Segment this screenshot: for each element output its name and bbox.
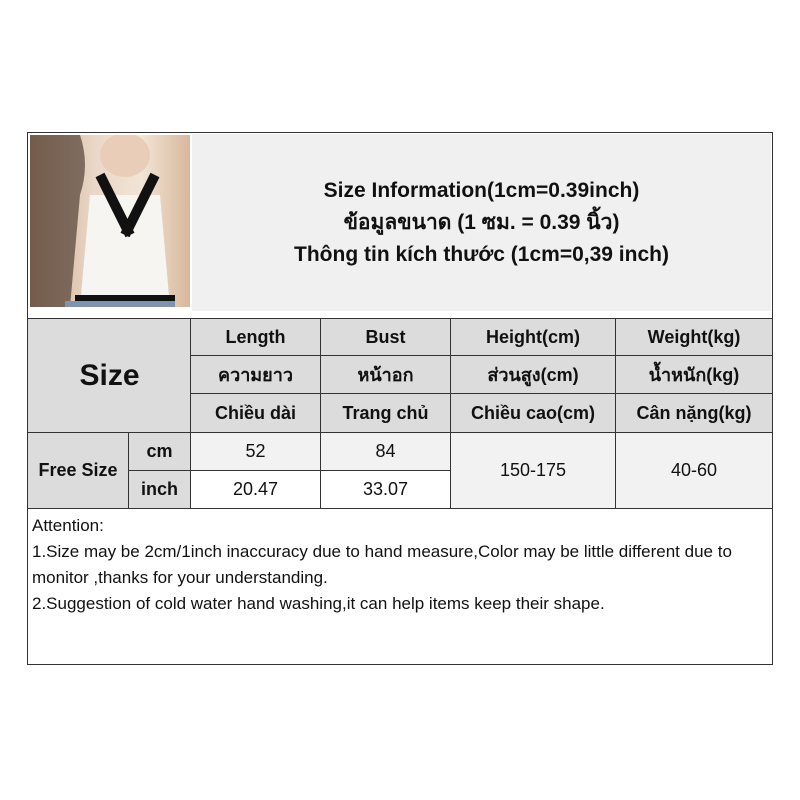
title-thai: ข้อมูลขนาด (1 ซม. = 0.39 นิ้ว) <box>343 210 620 234</box>
header-bust-th: หน้าอก <box>320 355 451 394</box>
row-label-free-size: Free Size <box>27 432 129 509</box>
product-photo <box>30 135 190 307</box>
header-length-th: ความยาว <box>190 355 321 394</box>
bust-cm: 84 <box>320 432 451 471</box>
length-cm: 52 <box>190 432 321 471</box>
weight-range: 40-60 <box>615 432 773 509</box>
note-2: 2.Suggestion of cold water hand washing,… <box>32 594 605 613</box>
length-inch: 20.47 <box>190 470 321 509</box>
unit-inch: inch <box>128 470 191 509</box>
header-weight-th: น้ำหนัก(kg) <box>615 355 773 394</box>
unit-cm: cm <box>128 432 191 471</box>
header-height-en: Height(cm) <box>450 318 616 356</box>
header-bust-en: Bust <box>320 318 451 356</box>
height-range: 150-175 <box>450 432 616 509</box>
header-height-th: ส่วนสูง(cm) <box>450 355 616 394</box>
header-length-en: Length <box>190 318 321 356</box>
note-1: 1.Size may be 2cm/1inch inaccuracy due t… <box>32 542 732 587</box>
header-weight-en: Weight(kg) <box>615 318 773 356</box>
bust-inch: 33.07 <box>320 470 451 509</box>
size-header: Size <box>27 318 192 433</box>
header-length-vi: Chiều dài <box>190 393 321 433</box>
title-english: Size Information(1cm=0.39inch) <box>323 178 640 202</box>
header-bust-vi: Trang chủ <box>320 393 451 433</box>
header-height-vi: Chiều cao(cm) <box>450 393 616 433</box>
notes-heading: Attention: <box>32 516 104 535</box>
header-weight-vi: Cân nặng(kg) <box>615 393 773 433</box>
title-vietnamese: Thông tin kích thước (1cm=0,39 inch) <box>294 242 669 266</box>
attention-notes: Attention: 1.Size may be 2cm/1inch inacc… <box>27 508 773 665</box>
size-info-title: Size Information(1cm=0.39inch) ข้อมูลขนา… <box>192 134 771 311</box>
